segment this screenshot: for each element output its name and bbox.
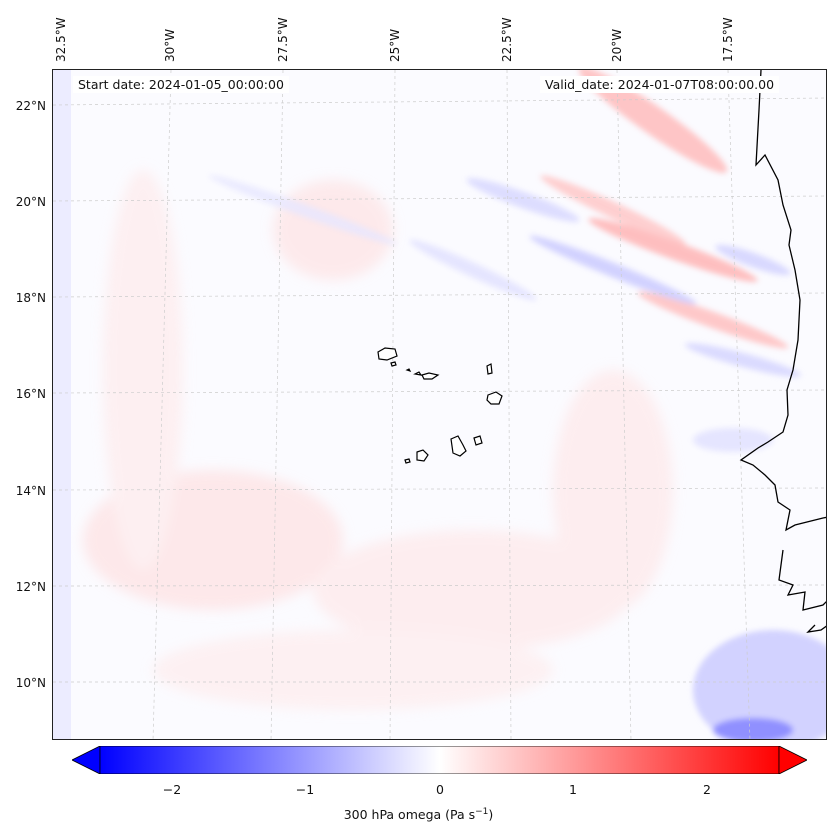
- colorbar-max-arrow: [778, 746, 807, 774]
- colorbar-title-close: ): [488, 807, 494, 823]
- start-date-label: Start date: 2024-01-05_00:00:00: [73, 76, 289, 93]
- lat-label-16n: 16°N: [15, 387, 46, 401]
- lat-label-10n: 10°N: [15, 676, 46, 690]
- colorbar: [72, 746, 807, 774]
- lon-label-27-5w: 27.5°W: [276, 17, 290, 62]
- ne-wave-bands: [209, 70, 801, 452]
- colorbar-title: 300 hPa omega (Pa s−1): [0, 807, 837, 822]
- lat-label-20n: 20°N: [15, 195, 46, 209]
- colorbar-unit-exponent: −1: [475, 807, 489, 817]
- colorbar-tick-1: 1: [569, 782, 577, 797]
- valid-date-label: Valid_date: 2024-01-07T08:00:00.00: [540, 76, 780, 93]
- colorbar-title-text: 300 hPa omega (Pa s: [343, 807, 476, 823]
- omega-field-map: [53, 70, 826, 739]
- lon-label-20w: 20°W: [610, 28, 624, 62]
- se-descent-area: [693, 630, 826, 739]
- lat-label-18n: 18°N: [15, 291, 46, 305]
- lat-label-12n: 12°N: [15, 580, 46, 594]
- lon-label-30w: 30°W: [163, 28, 177, 62]
- lon-label-22-5w: 22.5°W: [500, 17, 514, 62]
- lat-label-22n: 22°N: [15, 99, 46, 113]
- colorbar-tick-0: 0: [436, 782, 444, 797]
- colorbar-tick-neg2: −2: [162, 782, 182, 797]
- graticule: [53, 70, 826, 739]
- west-edge-band: [53, 70, 71, 739]
- colorbar-gradient: [99, 746, 780, 774]
- colorbar-tick-neg1: −1: [295, 782, 315, 797]
- lat-label-14n: 14°N: [15, 484, 46, 498]
- colorbar-min-arrow: [72, 746, 101, 774]
- lon-label-32-5w: 32.5°W: [54, 17, 68, 62]
- lon-label-25w: 25°W: [388, 28, 402, 62]
- colorbar-tick-2: 2: [703, 782, 711, 797]
- cape-verde-islands: [377, 347, 503, 464]
- africa-coastline: [739, 70, 826, 633]
- map-panel[interactable]: [52, 69, 827, 740]
- weak-ascent-areas: [83, 170, 673, 710]
- lon-label-17-5w: 17.5°W: [721, 17, 735, 62]
